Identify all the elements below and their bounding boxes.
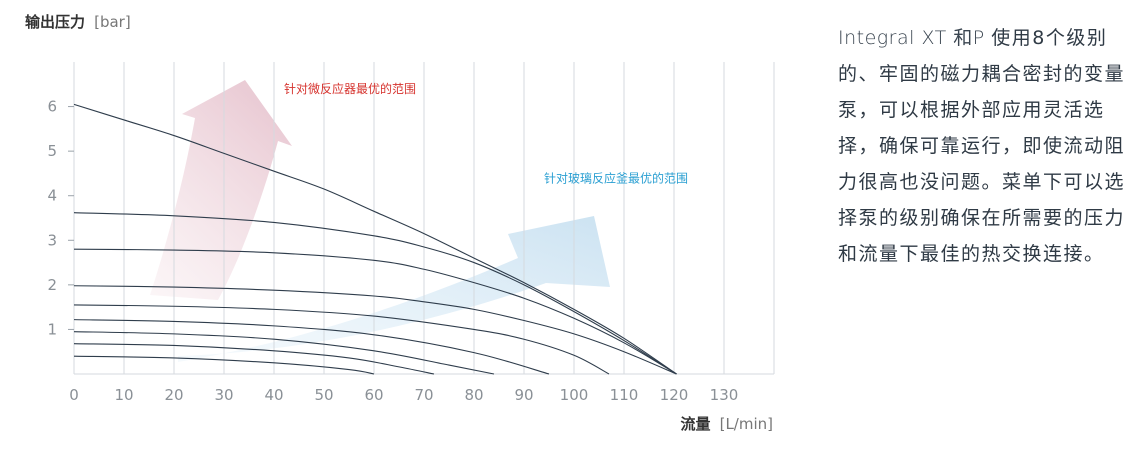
- x-tick-label-1: 10: [114, 386, 133, 404]
- y-tick-label-1: 2: [47, 276, 57, 294]
- annotation-glass-reactor: 针对玻璃反应釜最优的范围: [544, 170, 688, 185]
- pump-level-curve-4: [73, 285, 677, 375]
- x-tick-labels: 0 10 20 30 40 50 60 70 80 90 100 110 120 130: [69, 386, 738, 404]
- x-tick-label-5: 50: [314, 386, 333, 404]
- y-tick-label-5: 6: [47, 98, 57, 116]
- x-tick-label-10: 100: [560, 386, 589, 404]
- x-tick-label-4: 40: [264, 386, 283, 404]
- grid: [73, 62, 775, 375]
- y-axis-title: 输出压力 [bar]: [25, 12, 131, 31]
- x-tick-label-0: 0: [69, 386, 79, 404]
- description-body: 使用8个级别的、牢固的磁力耦合密封的变量泵，可以根据外部应用灵活选择，确保可靠运…: [838, 27, 1126, 265]
- pump-level-curve-3: [73, 248, 677, 375]
- x-tick-label-6: 60: [364, 386, 383, 404]
- description-text: Integral XT 和P 使用8个级别的、牢固的磁力耦合密封的变量泵，可以根…: [838, 20, 1128, 272]
- x-tick-label-3: 30: [214, 386, 233, 404]
- x-tick-label-7: 70: [414, 386, 433, 404]
- x-tick-label-11: 110: [610, 386, 639, 404]
- y-tick-labels: 1 2 3 4 5 6: [47, 98, 74, 338]
- pump-level-curve-6: [73, 319, 550, 375]
- pump-level-curve-8: [73, 343, 435, 375]
- x-tick-label-9: 90: [514, 386, 533, 404]
- pump-level-curve-9: [73, 355, 375, 375]
- y-tick-label-4: 5: [47, 142, 57, 160]
- description-lead: Integral XT 和P: [838, 27, 992, 49]
- pump-level-curve-1: [73, 103, 677, 375]
- x-tick-label-2: 20: [164, 386, 183, 404]
- y-tick-label-3: 4: [47, 187, 57, 205]
- pump-level-curve-5: [73, 304, 610, 375]
- pump-level-curve-7: [73, 331, 495, 375]
- x-tick-label-12: 120: [660, 386, 689, 404]
- microreactor-range-arrow: [150, 80, 292, 300]
- pump-curve-chart: 0 10 20 30 40 50 60 70 80 90 100 110 120 130 1 2 3 4 5 6 输…: [25, 12, 775, 433]
- pump-level-curve-2: [73, 212, 677, 375]
- annotation-microreactor: 针对微反应器最优的范围: [284, 81, 416, 96]
- y-tick-label-2: 3: [47, 231, 57, 249]
- x-axis-title: 流量 [L/min]: [680, 414, 773, 433]
- x-tick-label-8: 80: [464, 386, 483, 404]
- curves: [73, 103, 677, 375]
- y-tick-label-0: 1: [47, 320, 57, 338]
- x-tick-label-13: 130: [710, 386, 739, 404]
